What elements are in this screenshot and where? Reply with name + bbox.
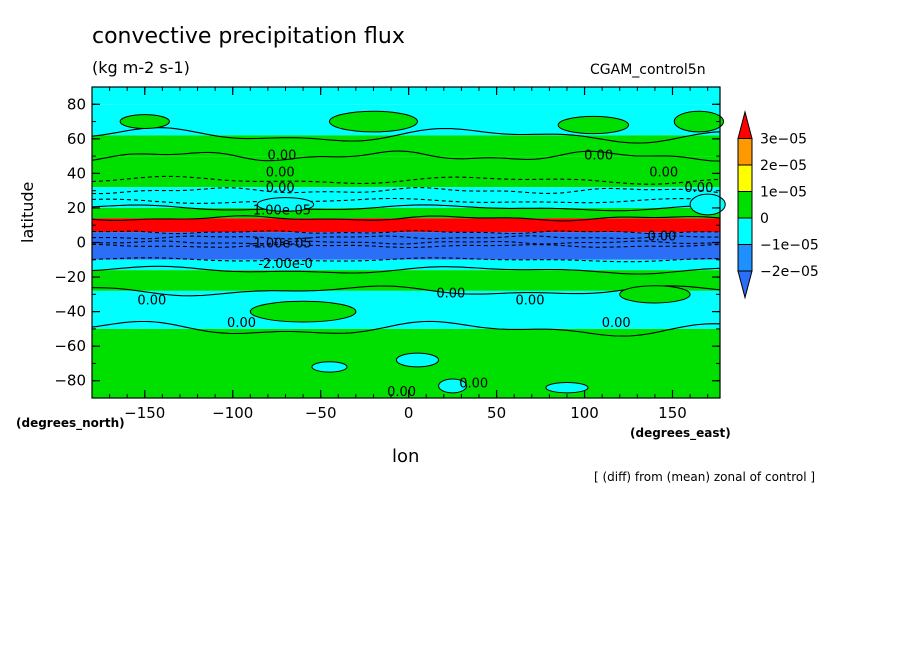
- contour-label: 0.00: [227, 316, 256, 331]
- x-tick-label: 0: [404, 404, 414, 422]
- zonal-band: [92, 259, 720, 271]
- contour-patch: [619, 285, 691, 304]
- contour-label: 0.00: [266, 166, 295, 181]
- colorbar-label: 2e−05: [760, 158, 807, 174]
- x-tick-label: −50: [305, 404, 337, 422]
- zonal-band: [92, 245, 720, 260]
- colorbar-label: 3e−05: [760, 132, 807, 148]
- contour-patch: [689, 193, 726, 216]
- colorbar-swatch: [737, 217, 753, 245]
- x-tick-label: 100: [570, 404, 599, 422]
- contour-patch: [545, 381, 589, 394]
- zonal-band: [92, 290, 720, 329]
- y-tick-label: 60: [67, 130, 86, 148]
- zonal-band: [92, 87, 720, 105]
- footnote: [ (diff) from (mean) zonal of control ]: [594, 470, 816, 484]
- colorbar-swatch: [737, 244, 753, 272]
- zonal-band: [92, 232, 720, 246]
- colorbar-swatch: [737, 191, 753, 219]
- y-tick-label: 20: [67, 199, 86, 217]
- colorbar-swatch: [737, 110, 753, 139]
- contour-patch: [311, 361, 348, 373]
- colorbar-label: 0: [760, 211, 769, 227]
- contour-label: 0.00: [436, 287, 465, 302]
- contour-patch: [438, 378, 468, 394]
- y-tick-label: 0: [76, 234, 86, 252]
- chart-title: convective precipitation flux: [92, 24, 405, 49]
- contour-line: [91, 265, 721, 275]
- colorbar-swatch: [737, 270, 753, 300]
- colorbar-swatch: [737, 164, 753, 192]
- contour-line: [91, 320, 721, 337]
- contour-label: 0.00: [602, 316, 631, 331]
- colorbar-swatch: [737, 138, 753, 166]
- contour-label: 0.00: [647, 230, 676, 245]
- contour-patch: [395, 352, 440, 368]
- zonal-band: [92, 207, 720, 219]
- contour-line: [92, 285, 721, 297]
- zonal-band: [92, 270, 720, 291]
- contour-label: 0.00: [516, 294, 545, 309]
- contour-label: 1.00e-05: [253, 204, 311, 219]
- x-tick-label: −150: [124, 404, 165, 422]
- dataset-label: CGAM_control5n: [590, 62, 706, 78]
- x-units-label: (degrees_east): [630, 426, 731, 440]
- contour-patch: [328, 110, 418, 133]
- zonal-band: [92, 135, 720, 157]
- contour-patch: [119, 114, 170, 129]
- units-label: (kg m-2 s-1): [92, 58, 190, 77]
- contour-label: 0.00: [584, 148, 613, 163]
- contour-patch: [557, 115, 630, 135]
- contour-label: 0.00: [268, 148, 297, 163]
- contour-patch: [249, 300, 357, 323]
- contour-label: 0.00: [266, 181, 295, 196]
- contour-line: [91, 127, 721, 144]
- contour-patch: [673, 110, 725, 133]
- y-tick-label: −80: [54, 372, 86, 390]
- contour-line: [91, 215, 721, 222]
- contour-label: -1.00e-05: [249, 237, 312, 252]
- x-tick-label: 50: [487, 404, 506, 422]
- y-tick-label: −60: [54, 337, 86, 355]
- x-tick-label: 150: [658, 404, 687, 422]
- x-axis-label: lon: [392, 446, 420, 467]
- contour-line: [91, 150, 720, 162]
- contour-label: 0.00: [649, 166, 678, 181]
- contour-label: -2.00e-0: [258, 257, 313, 272]
- y-tick-label: −40: [54, 303, 86, 321]
- contour-label: 0.00: [137, 294, 166, 309]
- x-tick-label: −100: [212, 404, 253, 422]
- contour-label: 0.00: [684, 181, 713, 196]
- contour-label: 0.00: [459, 376, 488, 391]
- contour-patch: [256, 197, 315, 212]
- y-tick-label: 80: [67, 95, 86, 113]
- y-units-label: (degrees_north): [16, 416, 125, 430]
- y-tick-label: 40: [67, 164, 86, 182]
- y-tick-label: −20: [54, 268, 86, 286]
- colorbar-label: 1e−05: [760, 185, 807, 201]
- colorbar-label: −1e−05: [760, 238, 819, 254]
- colorbar-label: −2e−05: [760, 264, 819, 280]
- zonal-band: [92, 218, 720, 233]
- contour-line: [91, 204, 721, 212]
- zonal-band: [92, 156, 720, 188]
